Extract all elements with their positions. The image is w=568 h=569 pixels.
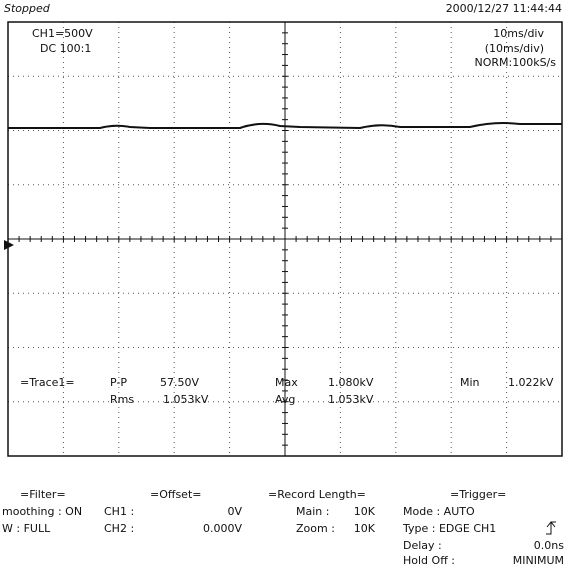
trigger-holdoff-label: Hold Off : (403, 554, 455, 567)
record-zoom-label: Zoom : (296, 522, 335, 535)
max-label: Max (275, 376, 298, 389)
record-title: =Record Length= (268, 488, 366, 501)
min-value: 1.022kV (508, 376, 554, 389)
offset-ch1-value: 0V (227, 505, 242, 518)
min-label: Min (460, 376, 480, 389)
ground-marker (4, 240, 14, 250)
screen-frame (7, 21, 563, 457)
filter-smoothing: moothing : ON (2, 505, 82, 518)
trigger-mode: Mode : AUTO (403, 505, 475, 518)
offset-title: =Offset= (150, 488, 201, 501)
trigger-delay-value: 0.0ns (534, 539, 564, 552)
record-main-label: Main : (296, 505, 329, 518)
rms-label: Rms (110, 393, 134, 406)
trigger-delay-label: Delay : (403, 539, 442, 552)
avg-label: Avg (275, 393, 295, 406)
trigger-type: Type : EDGE CH1 (402, 522, 496, 535)
pp-label: P-P (110, 376, 127, 389)
trigger-holdoff-value: MINIMUM (513, 554, 564, 567)
filter-bw: W : FULL (2, 522, 51, 535)
offset-ch2-value: 0.000V (203, 522, 242, 535)
status: Stopped (4, 2, 51, 15)
datetime: 2000/12/27 11:44:44 (446, 2, 562, 15)
coupling: DC 100:1 (40, 42, 91, 55)
graticule (7, 21, 563, 457)
offset-ch1-label: CH1 : (104, 505, 134, 518)
timebase: 10ms/div (493, 27, 544, 40)
trace-label: =Trace1= (20, 376, 75, 389)
pp-value: 57.50V (160, 376, 199, 389)
waveform (8, 122, 562, 130)
record-zoom-value: 10K (354, 522, 376, 535)
edge-icon (546, 521, 556, 535)
timebase-zoom: (10ms/div) (485, 42, 544, 55)
offset-ch2-label: CH2 : (104, 522, 134, 535)
trigger-title: =Trigger= (450, 488, 506, 501)
filter-title: =Filter= (20, 488, 66, 501)
channel: CH1=500V (32, 27, 93, 40)
sampling: NORM:100kS/s (474, 56, 556, 69)
max-value: 1.080kV (328, 376, 374, 389)
rms-value: 1.053kV (163, 393, 209, 406)
record-main-value: 10K (354, 505, 376, 518)
avg-value: 1.053kV (328, 393, 374, 406)
